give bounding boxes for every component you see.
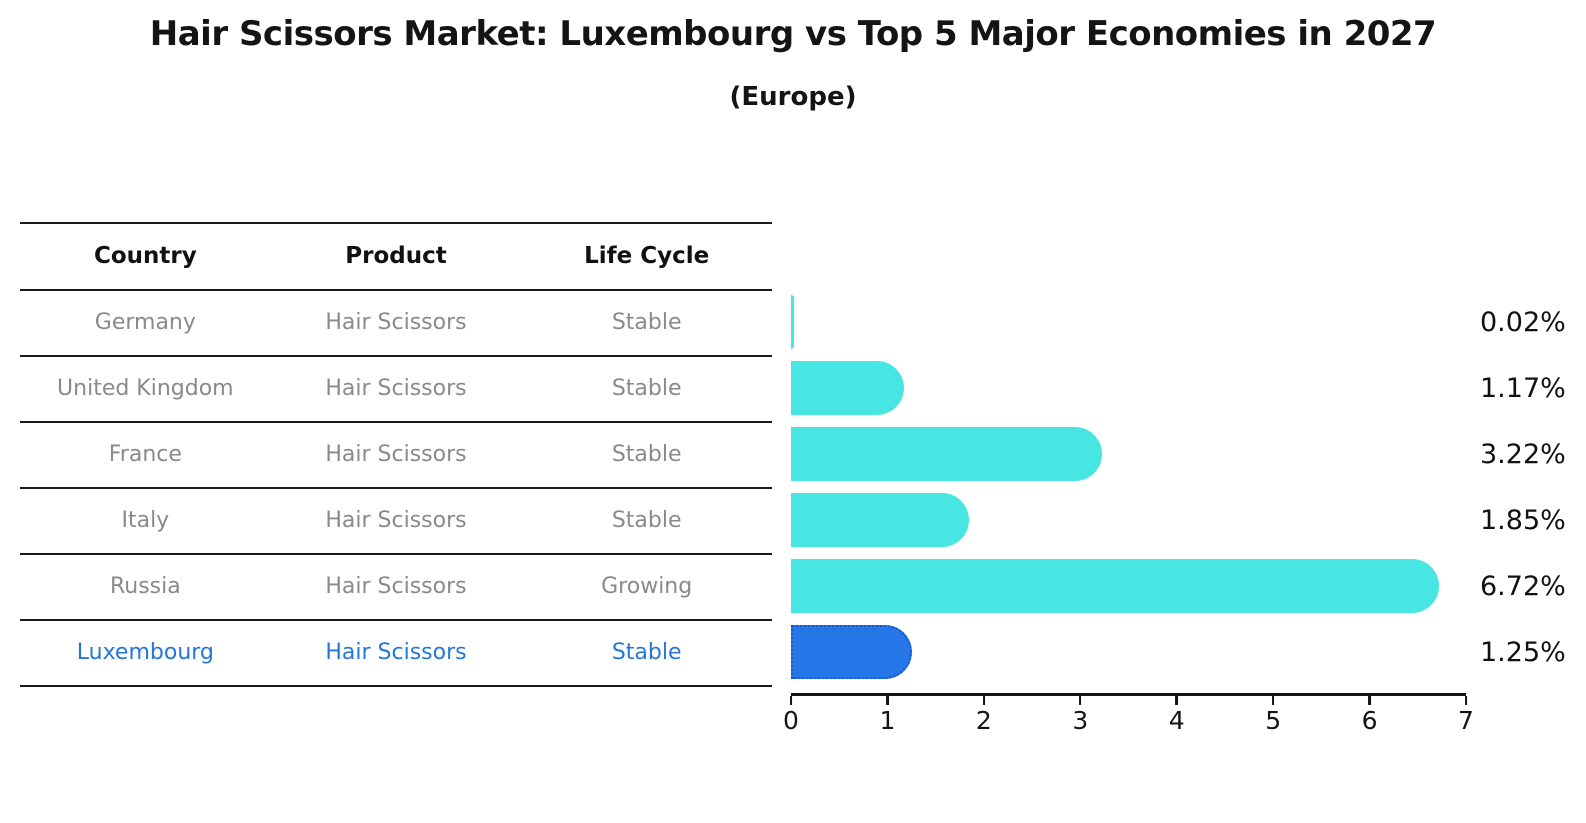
- bar-luxembourg-highlighted: [791, 625, 912, 679]
- column-header-product: Product: [345, 243, 447, 270]
- bar-united-kingdom: [791, 361, 904, 415]
- bar-russia: [791, 559, 1439, 613]
- bar-germany: [791, 295, 794, 349]
- column-header-country: Country: [93, 243, 197, 270]
- life-cycle-cell: Stable: [611, 376, 682, 401]
- product-cell: Hair Scissors: [325, 574, 467, 599]
- value-label-italy: 1.85%: [1480, 504, 1566, 536]
- bar-value-labels: 0.02% 1.17% 3.22% 1.85% 6.72% 1.25%: [1480, 289, 1566, 685]
- table-header-row: Country Product Life Cycle: [20, 224, 772, 291]
- x-tick-label: 7: [1458, 706, 1474, 735]
- life-cycle-cell: Stable: [611, 442, 682, 467]
- product-cell: Hair Scissors: [325, 508, 467, 533]
- value-label-germany: 0.02%: [1480, 306, 1566, 338]
- bar-plot: 0 1 2 3 4 5 6 7: [783, 289, 1474, 733]
- x-tick-label: 5: [1265, 706, 1282, 735]
- product-cell: Hair Scissors: [325, 442, 467, 467]
- x-tick-label: 4: [1168, 706, 1185, 735]
- country-cell: Italy: [121, 508, 170, 533]
- x-axis-tick: 5: [1265, 696, 1281, 733]
- table-row-luxembourg: Luxembourg Hair Scissors Stable: [20, 621, 772, 687]
- product-cell: Hair Scissors: [325, 640, 467, 665]
- x-axis-tick: 6: [1362, 696, 1378, 733]
- value-label-russia: 6.72%: [1480, 570, 1566, 602]
- table-row-italy: Italy Hair Scissors Stable: [20, 489, 772, 555]
- x-tick-label: 3: [1072, 706, 1089, 735]
- life-cycle-cell: Stable: [611, 508, 682, 533]
- country-cell: Russia: [109, 574, 181, 599]
- country-cell: United Kingdom: [57, 376, 234, 401]
- table-row-russia: Russia Hair Scissors Growing: [20, 555, 772, 621]
- x-axis-tick: 2: [976, 696, 992, 733]
- country-table: Country Product Life Cycle Germany Hair …: [20, 222, 772, 687]
- x-axis-tick: 4: [1169, 696, 1185, 733]
- x-axis-tick: 3: [1072, 696, 1088, 733]
- country-cell: France: [108, 442, 182, 467]
- x-tick-label: 0: [783, 706, 799, 735]
- value-label-luxembourg: 1.25%: [1480, 636, 1566, 668]
- chart-subtitle: (Europe): [729, 82, 857, 112]
- column-header-life-cycle: Life Cycle: [584, 243, 710, 270]
- table-row-germany: Germany Hair Scissors Stable: [20, 291, 772, 357]
- country-cell: Luxembourg: [76, 640, 214, 665]
- chart-title: Hair Scissors Market: Luxembourg vs Top …: [149, 14, 1437, 54]
- life-cycle-cell: Stable: [611, 310, 682, 335]
- product-cell: Hair Scissors: [325, 376, 467, 401]
- value-label-france: 3.22%: [1480, 438, 1566, 470]
- bar-series: [791, 289, 1466, 685]
- x-tick-label: 6: [1361, 706, 1378, 735]
- table-row-france: France Hair Scissors Stable: [20, 423, 772, 489]
- bar-france: [791, 427, 1102, 481]
- country-cell: Germany: [94, 310, 196, 335]
- life-cycle-cell: Stable: [611, 640, 682, 665]
- bar-italy: [791, 493, 970, 547]
- life-cycle-cell: Growing: [601, 574, 693, 599]
- table-row-united-kingdom: United Kingdom Hair Scissors Stable: [20, 357, 772, 423]
- product-cell: Hair Scissors: [325, 310, 467, 335]
- x-tick-label: 1: [879, 706, 896, 735]
- x-tick-label: 2: [975, 706, 992, 735]
- value-label-united-kingdom: 1.17%: [1480, 372, 1566, 404]
- x-axis-tick: 7: [1458, 696, 1474, 733]
- x-axis-tick: 0: [783, 696, 799, 733]
- x-axis-tick: 1: [879, 696, 895, 733]
